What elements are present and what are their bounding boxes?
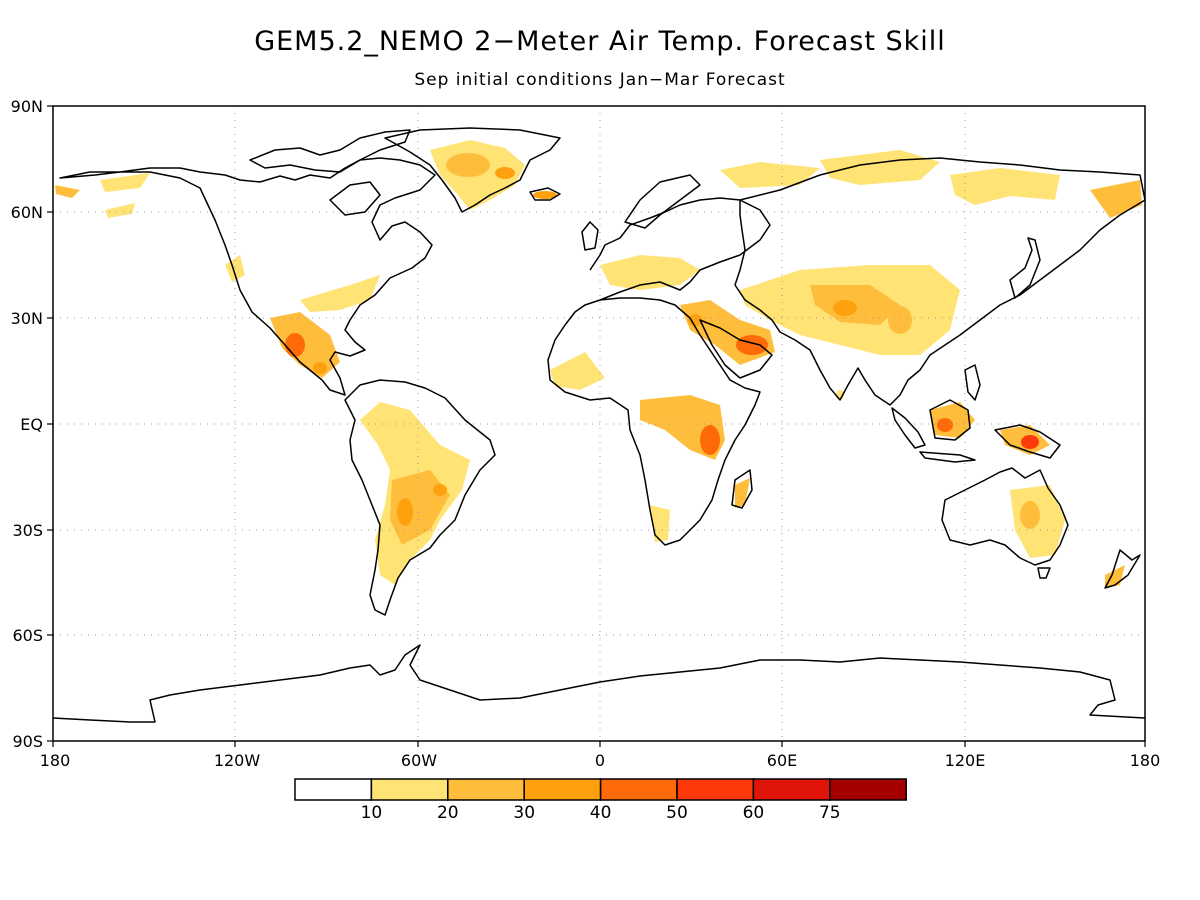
shade-europe [600, 255, 700, 290]
shade-tibet-core [833, 300, 857, 316]
shade-mexico-south [313, 362, 327, 374]
lon-label-180w: 180 [40, 751, 71, 770]
shade-siberia-east [55, 185, 80, 198]
shade-sa-hot2 [433, 484, 447, 496]
lon-label-60w: 60W [401, 751, 437, 770]
shade-new-guinea-core [1021, 435, 1039, 449]
shade-alaska-south [105, 203, 135, 218]
shade-arabia-core [736, 335, 768, 355]
colorbar-box [294, 778, 373, 801]
colorbar-box [370, 778, 449, 801]
lon-label-120e: 120E [945, 751, 986, 770]
coast-antarctica [52, 644, 1146, 723]
coast-iceland [529, 187, 561, 201]
coast-australia [941, 467, 1069, 566]
colorbar-label: 75 [819, 803, 841, 823]
coast-arctic-islands [249, 129, 411, 173]
colorbar-box [523, 778, 602, 801]
coast-japan [1009, 237, 1041, 299]
shade-greenland-core [446, 153, 490, 177]
lat-label-60n: 60N [11, 203, 43, 222]
shade-china [888, 306, 912, 334]
coast-europe-africa [547, 197, 771, 546]
shade-madagascar [735, 478, 750, 508]
colorbar-box [752, 778, 831, 801]
coast-madagascar [731, 469, 753, 509]
colorbar-label: 20 [437, 803, 459, 823]
shade-us-west [225, 255, 245, 282]
shade-new-zealand [1105, 565, 1125, 588]
lon-labels: 180 120W 60W 0 60E 120E 180 [40, 751, 1161, 770]
coast-south-america [344, 379, 496, 616]
lat-label-60s: 60S [12, 626, 43, 645]
shade-siberia-central [950, 168, 1060, 205]
axis-ticks [47, 105, 1146, 747]
coast-new-zealand [1104, 549, 1141, 589]
coast-borneo [929, 399, 971, 441]
lat-label-eq: EQ [20, 415, 43, 434]
lon-label-120w: 120W [214, 751, 261, 770]
coast-scandinavia [624, 174, 701, 229]
coast-asia [734, 157, 1146, 406]
shade-iceland [533, 191, 557, 199]
shade-us-south [300, 275, 380, 312]
shade-alaska [100, 173, 150, 192]
skill-shading [55, 140, 1142, 588]
coast-north-america [59, 157, 436, 396]
colorbar-box [676, 778, 755, 801]
colorbar-box [829, 778, 907, 801]
lon-label-60e: 60E [767, 751, 797, 770]
lat-label-30s: 30S [12, 521, 43, 540]
shade-sa-hot [397, 498, 413, 526]
colorbar-label: 50 [666, 803, 688, 823]
lat-labels: 90N 60N 30N EQ 30S 60S 90S [11, 97, 43, 751]
shade-russia-west [720, 162, 820, 188]
coast-uk [581, 221, 599, 251]
coast-greenland [384, 127, 561, 213]
coastlines [52, 127, 1146, 723]
shade-borneo-core [937, 418, 953, 432]
coast-sumatra [891, 407, 926, 449]
lon-label-180e: 180 [1130, 751, 1161, 770]
colorbar: 10 20 30 40 50 60 75 [294, 778, 907, 823]
map-title: GEM5.2_NEMO 2−Meter Air Temp. Forecast S… [254, 26, 946, 57]
coast-new-guinea [994, 424, 1061, 459]
shade-west-africa [550, 352, 605, 390]
colorbar-box [599, 778, 678, 801]
coast-philippines [964, 364, 981, 401]
lon-label-0: 0 [595, 751, 605, 770]
coast-tasmania [1037, 567, 1051, 579]
shade-mexico-core [285, 333, 305, 357]
colorbar-label: 40 [590, 803, 612, 823]
colorbar-box [447, 778, 525, 801]
shade-greenland-east [495, 167, 515, 179]
colorbar-label: 60 [743, 803, 765, 823]
coast-baffin [329, 181, 381, 216]
colorbar-label: 30 [513, 803, 535, 823]
shade-australia-core [1020, 501, 1040, 529]
coast-arabia [699, 319, 773, 379]
lat-label-90n: 90N [11, 97, 43, 116]
shade-siberia-north [820, 150, 940, 185]
colorbar-label: 10 [361, 803, 383, 823]
lat-label-90s: 90S [12, 732, 43, 751]
shade-siberia-east2 [1090, 180, 1142, 218]
shade-egypt [688, 314, 702, 326]
lat-label-30n: 30N [11, 309, 43, 328]
shade-east-africa-core [700, 425, 720, 455]
gridlines [53, 106, 1145, 741]
map-subtitle: Sep initial conditions Jan−Mar Forecast [414, 70, 786, 90]
coast-java [919, 451, 976, 463]
